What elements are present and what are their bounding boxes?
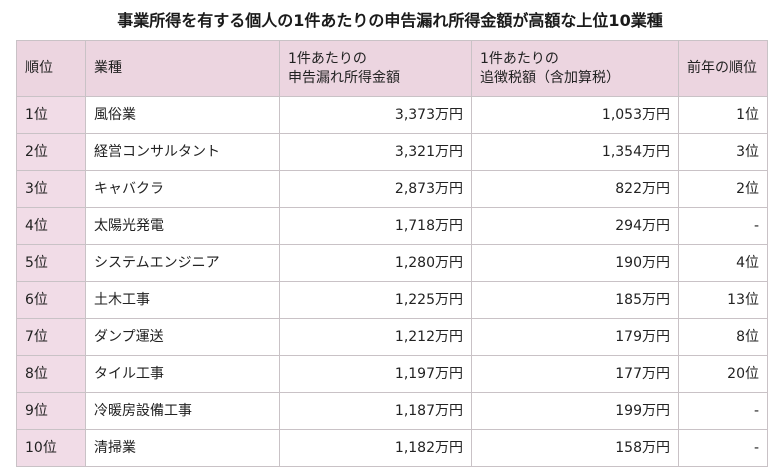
header-industry: 業種	[85, 40, 280, 97]
rank-cell: 8位	[16, 355, 86, 393]
undeclared-income-cell: 1,225万円	[279, 281, 472, 319]
previous-rank-cell: -	[678, 392, 768, 430]
table-row: 3位 キャバクラ 2,873万円 822万円 2位	[16, 170, 768, 208]
additional-tax-cell: 1,053万円	[471, 96, 679, 134]
undeclared-income-cell: 3,373万円	[279, 96, 472, 134]
rank-cell: 9位	[16, 392, 86, 430]
table-row: 2位 経営コンサルタント 3,321万円 1,354万円 3位	[16, 133, 768, 171]
undeclared-income-cell: 1,718万円	[279, 207, 472, 245]
previous-rank-cell: 4位	[678, 244, 768, 282]
header-undeclared-income: 1件あたりの 申告漏れ所得金額	[279, 40, 472, 97]
table-row: 1位 風俗業 3,373万円 1,053万円 1位	[16, 96, 768, 134]
table-row: 7位 ダンプ運送 1,212万円 179万円 8位	[16, 318, 768, 356]
rank-cell: 3位	[16, 170, 86, 208]
additional-tax-cell: 199万円	[471, 392, 679, 430]
additional-tax-cell: 822万円	[471, 170, 679, 208]
undeclared-income-cell: 2,873万円	[279, 170, 472, 208]
rank-cell: 7位	[16, 318, 86, 356]
header-industry-label: 業種	[94, 60, 122, 76]
industry-cell: 経営コンサルタント	[85, 133, 280, 171]
additional-tax-cell: 158万円	[471, 429, 679, 467]
additional-tax-cell: 1,354万円	[471, 133, 679, 171]
additional-tax-cell: 190万円	[471, 244, 679, 282]
header-additional-tax: 1件あたりの 追徴税額（含加算税）	[471, 40, 679, 97]
previous-rank-cell: -	[678, 207, 768, 245]
header-undeclared-line2: 申告漏れ所得金額	[288, 69, 400, 86]
previous-rank-cell: 2位	[678, 170, 768, 208]
table-row: 6位 土木工事 1,225万円 185万円 13位	[16, 281, 768, 319]
industry-cell: 冷暖房設備工事	[85, 392, 280, 430]
header-previous-rank: 前年の順位	[678, 40, 768, 97]
additional-tax-cell: 179万円	[471, 318, 679, 356]
page-title: 事業所得を有する個人の1件あたりの申告漏れ所得金額が高額な上位10業種	[117, 11, 663, 30]
industry-cell: キャバクラ	[85, 170, 280, 208]
rank-cell: 1位	[16, 96, 86, 134]
additional-tax-cell: 294万円	[471, 207, 679, 245]
undeclared-income-cell: 1,280万円	[279, 244, 472, 282]
rank-cell: 2位	[16, 133, 86, 171]
previous-rank-cell: 13位	[678, 281, 768, 319]
industry-cell: 太陽光発電	[85, 207, 280, 245]
industry-cell: 土木工事	[85, 281, 280, 319]
header-undeclared-line1: 1件あたりの	[288, 50, 367, 67]
previous-rank-cell: 8位	[678, 318, 768, 356]
industry-cell: システムエンジニア	[85, 244, 280, 282]
additional-tax-cell: 177万円	[471, 355, 679, 393]
previous-rank-cell: -	[678, 429, 768, 467]
undeclared-income-cell: 3,321万円	[279, 133, 472, 171]
undeclared-income-cell: 1,197万円	[279, 355, 472, 393]
undeclared-income-cell: 1,212万円	[279, 318, 472, 356]
rank-cell: 5位	[16, 244, 86, 282]
undeclared-income-cell: 1,182万円	[279, 429, 472, 467]
header-tax-line1: 1件あたりの	[480, 50, 559, 67]
previous-rank-cell: 20位	[678, 355, 768, 393]
rank-cell: 6位	[16, 281, 86, 319]
undeclared-income-cell: 1,187万円	[279, 392, 472, 430]
rank-cell: 4位	[16, 207, 86, 245]
table-row: 4位 太陽光発電 1,718万円 294万円 -	[16, 207, 768, 245]
industry-cell: 風俗業	[85, 96, 280, 134]
table-row: 9位 冷暖房設備工事 1,187万円 199万円 -	[16, 392, 768, 430]
table-row: 8位 タイル工事 1,197万円 177万円 20位	[16, 355, 768, 393]
header-tax-line2: 追徴税額（含加算税）	[480, 69, 620, 86]
industry-cell: 清掃業	[85, 429, 280, 467]
table-row: 5位 システムエンジニア 1,280万円 190万円 4位	[16, 244, 768, 282]
table-header-row: 順位 業種 1件あたりの 申告漏れ所得金額 1件あたりの 追徴税額（含加算税） …	[16, 40, 768, 97]
rank-cell: 10位	[16, 429, 86, 467]
previous-rank-cell: 1位	[678, 96, 768, 134]
header-rank: 順位	[16, 40, 86, 97]
ranking-table: 順位 業種 1件あたりの 申告漏れ所得金額 1件あたりの 追徴税額（含加算税） …	[16, 40, 768, 467]
additional-tax-cell: 185万円	[471, 281, 679, 319]
industry-cell: ダンプ運送	[85, 318, 280, 356]
header-rank-label: 順位	[25, 60, 53, 76]
industry-cell: タイル工事	[85, 355, 280, 393]
previous-rank-cell: 3位	[678, 133, 768, 171]
table-row: 10位 清掃業 1,182万円 158万円 -	[16, 429, 768, 467]
header-prev-rank-label: 前年の順位	[687, 60, 757, 76]
